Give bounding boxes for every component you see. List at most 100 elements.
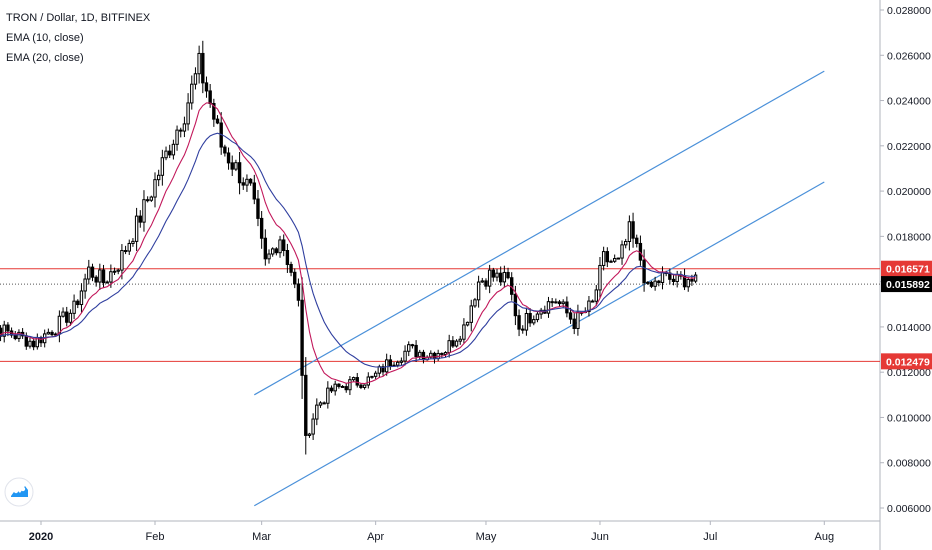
candle-body xyxy=(300,299,304,376)
candle-body xyxy=(94,276,98,283)
horizontal-levels[interactable] xyxy=(0,268,880,362)
candle-body xyxy=(454,340,459,347)
candle-body xyxy=(366,376,370,386)
candle-body xyxy=(429,352,433,358)
candle-body xyxy=(344,386,348,391)
candle-body xyxy=(373,372,378,377)
candle-body xyxy=(68,312,73,323)
channel-line[interactable] xyxy=(253,181,825,507)
candle-body xyxy=(616,257,621,260)
candle-body xyxy=(653,280,657,287)
candle-body xyxy=(160,157,165,176)
candle-body xyxy=(134,215,139,242)
candle-body xyxy=(241,182,245,186)
candle-body xyxy=(168,150,172,156)
candle-body xyxy=(440,352,444,355)
level-price-label: 0.012479 xyxy=(886,356,930,368)
price-tick-label: 0.006000 xyxy=(887,503,931,515)
candle-body xyxy=(546,301,551,314)
candle-body xyxy=(322,402,326,405)
candle-body xyxy=(149,196,154,201)
price-axis[interactable]: 0.028000 0.026000 0.024000 0.022000 0.020000… xyxy=(880,5,931,515)
time-tick-label: Mar xyxy=(252,531,271,543)
candle-body xyxy=(326,387,330,404)
candle-body xyxy=(657,280,661,283)
candle-body xyxy=(473,299,477,307)
candle-body xyxy=(686,279,690,288)
time-axis[interactable]: 2020 Feb Mar Apr May Jun Jul Aug xyxy=(29,521,834,543)
candle-body xyxy=(407,344,411,352)
candle-body xyxy=(127,242,131,252)
candle-body xyxy=(215,118,220,124)
channel-line[interactable] xyxy=(253,70,825,396)
candle-body xyxy=(142,199,146,223)
candle-body xyxy=(101,269,106,284)
candle-body xyxy=(28,340,32,347)
candle-body xyxy=(6,324,10,332)
time-tick-label: Jun xyxy=(591,531,609,543)
candle-body xyxy=(90,266,95,278)
candle-body xyxy=(83,278,87,292)
candle-body xyxy=(620,244,624,259)
channel-lines[interactable] xyxy=(253,70,825,507)
candle-body xyxy=(476,281,481,301)
candle-body xyxy=(270,248,275,255)
price-tick-label: 0.028000 xyxy=(887,5,931,17)
candle-body xyxy=(193,73,198,85)
candle-body xyxy=(285,250,290,265)
candle-body xyxy=(624,240,628,246)
candle-body xyxy=(307,433,312,436)
candle-body xyxy=(513,293,518,317)
candle-body xyxy=(469,305,473,323)
candle-body xyxy=(182,123,187,132)
price-tick-label: 0.022000 xyxy=(887,141,931,153)
candle-body xyxy=(337,383,341,387)
candle-body xyxy=(105,281,109,284)
candle-body xyxy=(510,277,514,295)
candle-body xyxy=(138,215,142,223)
candle-body xyxy=(87,266,91,280)
candle-body xyxy=(506,271,510,279)
candle-body xyxy=(252,182,256,200)
candle-body xyxy=(410,344,415,347)
candle-body xyxy=(671,278,676,283)
candle-body xyxy=(109,271,113,283)
candle-body xyxy=(296,283,301,301)
candle-body xyxy=(333,383,337,392)
tradingview-logo-icon[interactable] xyxy=(4,477,34,507)
candle-body xyxy=(443,352,448,355)
candle-body xyxy=(274,248,279,254)
candle-body xyxy=(601,251,606,266)
candle-body xyxy=(245,178,249,186)
candle-body xyxy=(116,269,120,272)
candle-body xyxy=(649,281,654,287)
chart-legend: TRON / Dollar, 1D, BITFINEX EMA (10, clo… xyxy=(6,8,150,68)
candle-body xyxy=(631,221,635,239)
candle-body xyxy=(535,313,540,321)
candle-body xyxy=(524,312,529,331)
price-tick-label: 0.010000 xyxy=(887,412,931,424)
candle-body xyxy=(237,162,242,184)
candle-body xyxy=(282,239,286,252)
candle-body xyxy=(304,374,308,436)
candle-body xyxy=(635,237,639,244)
legend-symbol[interactable]: TRON / Dollar, 1D, BITFINEX xyxy=(6,12,151,24)
legend-ema-10[interactable]: EMA (10, close) xyxy=(6,32,84,44)
candle-body xyxy=(248,178,253,184)
candle-body xyxy=(355,377,359,386)
candle-body xyxy=(458,338,462,342)
candle-body xyxy=(568,312,573,320)
candle-body xyxy=(447,340,451,354)
candle-body xyxy=(190,83,194,104)
candle-body xyxy=(24,335,28,347)
candle-body xyxy=(61,311,65,317)
candle-body xyxy=(557,301,562,305)
candle-body xyxy=(660,272,665,283)
candle-body xyxy=(498,272,503,283)
candle-body xyxy=(451,340,455,347)
legend-ema-20[interactable]: EMA (20, close) xyxy=(6,52,84,64)
candle-body xyxy=(197,52,201,75)
current-price-tag xyxy=(881,276,932,293)
candle-body xyxy=(675,274,679,283)
